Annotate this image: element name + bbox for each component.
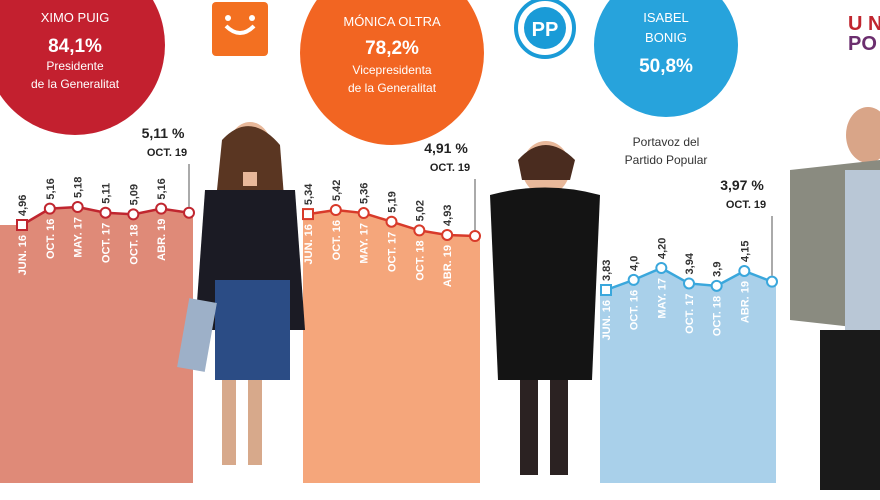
value-label: 5,36 [359,183,371,204]
x-tick-label: ABR. 19 [739,281,751,323]
value-label: 5,11 [101,183,113,204]
marker [710,279,723,292]
x-tick-label: OCT. 18 [414,240,426,280]
x-tick-label: MAY. 17 [656,278,668,319]
value-label: 4,20 [656,238,668,259]
area [600,268,776,483]
approval-score: 84,1% [48,36,102,57]
x-tick-label: ABR. 19 [442,245,454,287]
marker [43,202,56,215]
candidate-role: Presidente [46,59,104,73]
marker [16,219,28,231]
marker [71,201,84,213]
x-tick-label: OCT. 17 [387,232,399,272]
callout-value: 5,11 % [142,125,185,141]
person [490,141,600,475]
value-label: 5,09 [128,184,140,205]
bubble [594,0,738,117]
value-label: 5,16 [156,178,168,199]
candidate-role: Partido Popular [625,153,708,167]
x-tick-label: JUN. 16 [303,224,315,264]
marker [441,228,454,241]
bubble [0,0,165,135]
x-tick-label: OCT. 16 [629,290,641,330]
value-label: 5,18 [73,177,85,198]
marker [469,230,481,242]
candidate-name: ISABEL [643,10,689,25]
callout-date: OCT. 19 [726,199,766,211]
marker [155,202,168,215]
podemos-text: PO [848,33,877,55]
marker [627,273,640,286]
marker [99,206,112,219]
x-tick-label: JUN. 16 [601,300,613,340]
bubble [300,0,484,145]
x-tick-label: OCT. 17 [101,223,113,263]
x-tick-label: MAY. 17 [73,217,85,258]
marker [766,275,778,288]
value-label: 3,9 [712,262,724,277]
marker [329,204,342,216]
marker [357,207,370,220]
x-tick-label: OCT. 16 [331,220,343,260]
approval-score: 78,2% [365,38,419,59]
value-label: 3,94 [684,252,696,274]
candidate-role: de la Generalitat [31,77,120,91]
value-label: 4,93 [442,205,454,226]
value-label: 3,83 [601,260,613,281]
x-tick-label: MAY. 17 [359,223,371,264]
candidate-role: de la Generalitat [348,81,437,95]
value-label: 5,19 [387,191,399,212]
marker [413,224,426,237]
value-label: 5,34 [303,183,315,205]
value-label: 5,16 [45,178,57,199]
x-tick-label: ABR. 19 [156,219,168,261]
callout-value: 3,97 % [720,177,764,193]
compromis-smile [224,24,256,35]
value-label: 4,0 [629,256,641,271]
value-label: 4,96 [17,195,29,216]
pp-logo-inner [524,7,566,49]
compromis-logo [212,2,268,56]
area [303,210,480,483]
callout-date: OCT. 19 [147,147,187,159]
candidate-role: Vicepresidenta [352,63,431,77]
candidate-name: XIMO PUIG [41,10,110,25]
x-tick-label: JUN. 16 [17,235,29,275]
callout-value: 4,91 % [424,140,468,156]
marker [683,277,695,290]
marker [127,208,140,221]
marker [738,264,751,277]
approval-score: 50,8% [639,56,693,77]
x-tick-label: OCT. 18 [128,224,140,264]
callout-date: OCT. 19 [430,162,470,174]
x-tick-label: OCT. 16 [45,219,57,259]
x-tick-label: OCT. 18 [712,296,724,336]
podemos-text: U N [848,13,880,35]
marker [183,206,195,219]
charts: 4,96 JUN. 16 5,16 OCT. 16 5,18 MAY. 17 5,11 OCT… [0,125,778,483]
value-label: 5,02 [414,200,426,221]
x-tick-label: OCT. 17 [684,293,696,333]
candidate-name: BONIG [645,30,687,45]
logo-dot [225,15,231,21]
marker [385,215,398,228]
marker [600,284,612,296]
person [177,122,305,465]
candidate-name: MÓNICA OLTRA [343,14,441,29]
candidate-role: Portavoz del [633,135,700,149]
value-label: 4,15 [739,241,751,262]
marker [655,262,668,274]
logo-dot [249,15,255,21]
marker [302,208,314,221]
area [0,207,193,483]
person [790,107,880,490]
pp-text: PP [532,19,559,41]
value-label: 5,42 [331,180,343,201]
